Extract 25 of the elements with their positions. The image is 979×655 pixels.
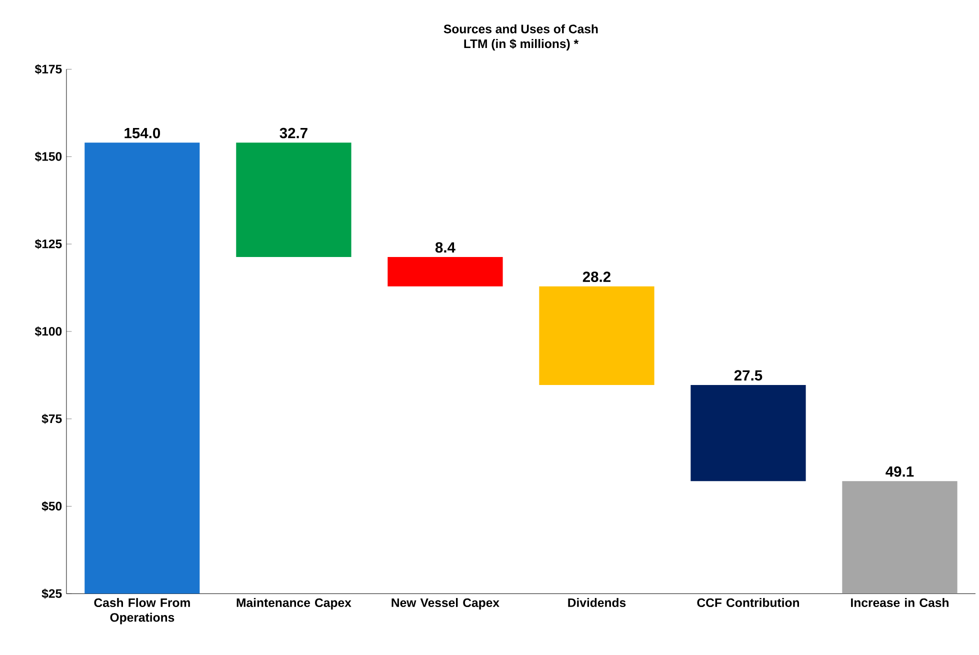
bar	[236, 142, 352, 258]
y-tick-label: $125	[34, 239, 62, 250]
data-label: 32.7	[280, 128, 308, 138]
bar	[539, 286, 654, 386]
data-label: 49.1	[886, 466, 914, 477]
y-tick-label: $175	[34, 64, 62, 74]
x-tick-label: CCF Contribution	[697, 598, 800, 608]
y-tick-label: $75	[42, 414, 62, 424]
y-tick-label: $25	[42, 588, 62, 599]
chart-subtitle: LTM (in $ millions) *	[464, 38, 579, 51]
x-tick-label: Cash Flow From Operations	[94, 598, 190, 624]
data-label: 154.0	[124, 128, 160, 138]
x-tick-label: Maintenance Capex	[236, 598, 352, 610]
data-label: 8.4	[435, 242, 456, 253]
y-tick-label: $150	[34, 152, 62, 162]
data-label: 27.5	[734, 370, 762, 381]
x-tick-label: Increase in Cash	[851, 598, 948, 608]
x-tick-label: New Vessel Capex	[392, 598, 500, 610]
x-tick-label: Dividends	[568, 598, 626, 608]
chart-title: Sources and Uses of Cash	[444, 24, 598, 34]
data-label: 28.2	[582, 272, 610, 282]
bar	[388, 257, 503, 286]
y-tick-label: $100	[34, 326, 62, 337]
bar	[690, 385, 806, 482]
y-tick-label: $50	[42, 501, 62, 512]
